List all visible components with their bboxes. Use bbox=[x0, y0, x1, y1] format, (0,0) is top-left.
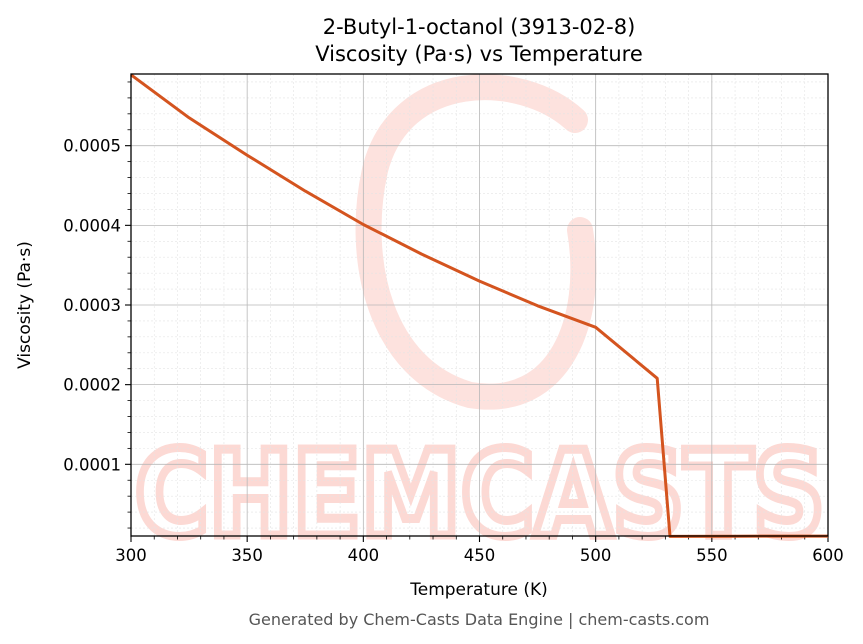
chart-title-line2: Viscosity (Pa·s) vs Temperature bbox=[315, 42, 643, 66]
y-tick-label: 0.0001 bbox=[63, 455, 121, 474]
y-tick-label: 0.0004 bbox=[63, 216, 121, 235]
y-axis-ticks: 0.0001 0.0002 0.0003 0.0004 0.0005 bbox=[63, 137, 131, 474]
x-tick-label: 600 bbox=[812, 546, 844, 565]
y-tick-label: 0.0003 bbox=[63, 296, 121, 315]
plot-frame bbox=[130, 73, 829, 537]
watermark-text: CHEMCASTS bbox=[135, 425, 825, 563]
x-axis-label: Temperature (K) bbox=[409, 580, 548, 600]
x-tick-label: 550 bbox=[696, 546, 728, 565]
x-tick-label: 500 bbox=[580, 546, 612, 565]
y-tick-label: 0.0005 bbox=[63, 137, 121, 156]
x-tick-label: 400 bbox=[348, 546, 380, 565]
footer-credit: Generated by Chem-Casts Data Engine | ch… bbox=[249, 610, 710, 629]
chart-title-line1: 2-Butyl-1-octanol (3913-02-8) bbox=[323, 15, 636, 39]
y-axis-label: Viscosity (Pa·s) bbox=[15, 241, 35, 369]
x-tick-label: 450 bbox=[464, 546, 496, 565]
x-axis-ticks: 300 350 400 450 500 550 600 bbox=[115, 536, 844, 565]
watermark: CHEMCASTS bbox=[131, 74, 830, 568]
y-tick-label: 0.0002 bbox=[63, 376, 121, 395]
x-tick-label: 350 bbox=[231, 546, 263, 565]
x-tick-label: 300 bbox=[115, 546, 147, 565]
watermark-swirl bbox=[355, 74, 597, 410]
